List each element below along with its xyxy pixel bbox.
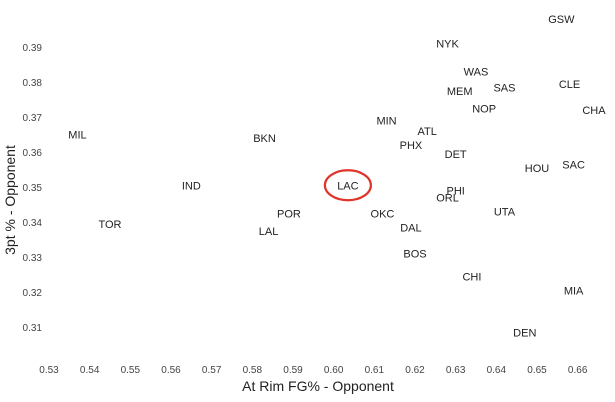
- point-label-phx: PHX: [400, 140, 423, 152]
- x-tick-label: 0.66: [568, 365, 588, 376]
- y-tick-label: 0.35: [23, 183, 43, 194]
- y-tick-label: 0.39: [23, 43, 43, 54]
- data-points: GSW NYK WAS SAS CLE MEM NOP CHA MIN ATL MIL BKN PHX D…: [68, 14, 606, 339]
- point-label-cle: CLE: [559, 79, 580, 91]
- x-tick-label: 0.59: [283, 365, 303, 376]
- x-tick-label: 0.55: [121, 365, 141, 376]
- point-label-sac: SAC: [562, 159, 585, 171]
- point-label-nyk: NYK: [436, 39, 459, 51]
- x-tick-label: 0.63: [446, 365, 466, 376]
- point-label-bos: BOS: [403, 249, 426, 261]
- point-label-orl: ORL: [436, 193, 459, 205]
- point-label-det: DET: [445, 149, 467, 161]
- y-tick-label: 0.38: [23, 78, 43, 89]
- highlight-ellipse: [323, 169, 372, 202]
- y-axis-ticks: 0.31 0.32 0.33 0.34 0.35 0.36 0.37 0.38 0.39: [23, 43, 43, 334]
- point-label-hou: HOU: [525, 163, 550, 175]
- y-tick-label: 0.32: [23, 288, 43, 299]
- x-axis-title: At Rim FG% - Opponent: [242, 378, 394, 394]
- point-label-mem: MEM: [447, 86, 473, 98]
- point-label-bkn: BKN: [253, 133, 276, 145]
- x-tick-label: 0.60: [324, 365, 344, 376]
- x-tick-label: 0.61: [365, 365, 385, 376]
- point-label-mil: MIL: [68, 130, 86, 142]
- point-label-uta: UTA: [494, 207, 516, 219]
- x-tick-label: 0.62: [405, 365, 425, 376]
- x-tick-label: 0.58: [243, 365, 263, 376]
- y-axis-title: 3pt % - Opponent: [2, 145, 18, 255]
- point-label-mia: MIA: [564, 285, 584, 297]
- point-label-min: MIN: [376, 116, 396, 128]
- point-label-was: WAS: [464, 67, 489, 79]
- y-tick-label: 0.36: [23, 148, 43, 159]
- point-label-lal: LAL: [259, 226, 279, 238]
- y-tick-label: 0.31: [23, 323, 43, 334]
- x-tick-label: 0.56: [161, 365, 181, 376]
- x-tick-label: 0.64: [487, 365, 507, 376]
- point-label-por: POR: [277, 208, 301, 220]
- x-axis-ticks: 0.53 0.54 0.55 0.56 0.57 0.58 0.59 0.60 0.61 0.62…: [39, 365, 588, 376]
- point-label-chi: CHI: [462, 271, 481, 283]
- y-tick-label: 0.37: [23, 113, 43, 124]
- point-label-atl: ATL: [418, 126, 437, 138]
- point-label-okc: OKC: [371, 208, 395, 220]
- point-label-dal: DAL: [400, 222, 421, 234]
- x-tick-label: 0.54: [80, 365, 100, 376]
- y-tick-label: 0.34: [23, 218, 43, 229]
- x-tick-label: 0.65: [527, 365, 547, 376]
- point-label-phi: PHI: [446, 186, 464, 198]
- x-tick-label: 0.57: [202, 365, 222, 376]
- point-label-tor: TOR: [98, 219, 121, 231]
- x-tick-label: 0.53: [39, 365, 59, 376]
- point-label-sas: SAS: [493, 82, 515, 94]
- highlight-group: [323, 169, 372, 202]
- y-tick-label: 0.33: [23, 253, 43, 264]
- point-label-lac: LAC: [337, 180, 358, 192]
- point-label-ind: IND: [182, 180, 201, 192]
- point-label-den: DEN: [513, 327, 536, 339]
- point-label-nop: NOP: [472, 103, 496, 115]
- point-label-gsw: GSW: [548, 14, 575, 26]
- point-label-cha: CHA: [582, 105, 606, 117]
